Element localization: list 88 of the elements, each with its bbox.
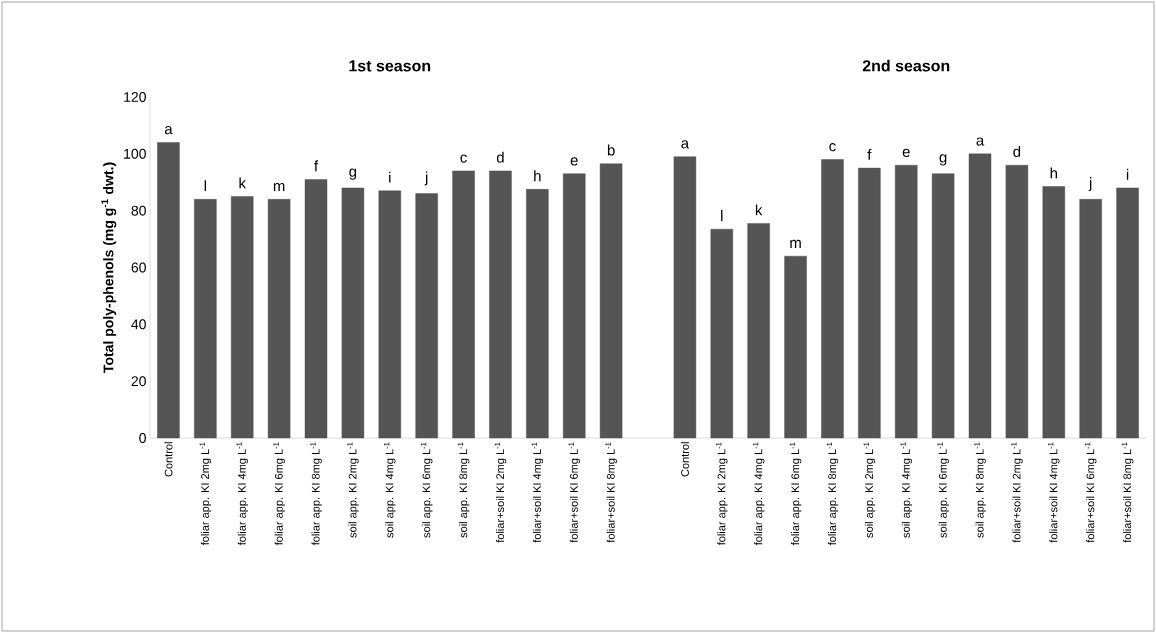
y-tick-label: 100: [124, 148, 146, 159]
y-tick-label: 0: [139, 433, 146, 443]
bar: [784, 255, 807, 439]
bar: [1042, 186, 1065, 439]
x-tick-label: foliar+soil KI 2mg L$^{-1}$: [1011, 442, 1023, 543]
data-label: f: [314, 160, 319, 172]
data-label: l: [721, 210, 723, 221]
y-tick-label: 120: [124, 92, 146, 102]
x-tick-label: soil app. KI 4mg L$^{-1}$: [384, 442, 396, 538]
x-tick-label: foliar+soil KI 8mg L$^{-1}$: [605, 442, 617, 543]
data-label: h: [534, 170, 541, 182]
text: 2nd season: [862, 59, 950, 72]
data-label: c: [460, 154, 467, 163]
bar: [194, 199, 217, 439]
bar: [231, 196, 254, 439]
x-tick-label: Control: [680, 442, 689, 477]
x-tick-label: foliar app. KI 6mg L$^{-1}$: [273, 442, 285, 546]
data-label: d: [496, 151, 504, 163]
data-label: a: [164, 126, 173, 135]
bar: [563, 173, 586, 439]
bar: [341, 187, 365, 439]
data-label: k: [239, 177, 246, 189]
bar: [378, 190, 401, 439]
x-tick-label: soil app. KI 2mg L$^{-1}$: [347, 442, 359, 538]
bar: [1116, 187, 1139, 439]
x-tick-label: soil app. KI 6mg L$^{-1}$: [420, 442, 433, 538]
x-tick-label: foliar+soil KI 6mg L$^{-1}$: [568, 442, 580, 543]
data-label: l: [204, 180, 206, 192]
x-tick-label: foliar+soil KI 2mg L$^{-1}$: [494, 442, 507, 543]
data-label: f: [867, 148, 872, 160]
data-label: e: [570, 157, 578, 166]
data-label: a: [681, 140, 690, 149]
bar: [157, 142, 180, 439]
x-tick-label: foliar+soil KI 4mg L$^{-1}$: [1048, 442, 1060, 543]
x-tick-label: soil app. KI 4mg L$^{-1}$: [900, 442, 912, 538]
x-tick-label: foliar app. KI 4mg L$^{-1}$: [752, 442, 765, 546]
bar: [452, 170, 475, 439]
bar: [304, 179, 328, 439]
x-tick-label: soil app. KI 8mg L$^{-1}$: [457, 442, 470, 538]
x-tick-label: foliar app. KI 4mg L$^{-1}$: [236, 442, 248, 546]
data-label: c: [829, 143, 836, 152]
x-tick-label: foliar app. KI 2mg L$^{-1}$: [199, 442, 212, 546]
data-label: g: [939, 154, 947, 166]
data-label: k: [755, 204, 763, 216]
x-tick-label: foliar app. KI 6mg L$^{-1}$: [789, 442, 802, 546]
bar: [489, 170, 512, 439]
x-tick-label: soil app. KI 2mg L$^{-1}$: [863, 442, 876, 538]
x-tick-label: foliar+soil KI 4mg L$^{-1}$: [531, 442, 544, 543]
bar: [968, 153, 992, 439]
data-label: i: [1126, 168, 1129, 180]
bar: [526, 189, 549, 439]
data-label: b: [607, 144, 615, 156]
data-label: m: [273, 183, 285, 192]
data-label: i: [389, 171, 391, 183]
x-tick-label: foliar app. KI 8mg L$^{-1}$: [310, 442, 322, 546]
bar: [821, 159, 844, 439]
data-label: h: [1050, 167, 1057, 179]
data-label: m: [790, 239, 801, 248]
x-tick-label: soil app. KI 6mg L$^{-1}$: [937, 442, 949, 538]
x-tick-label: foliar+soil KI 8mg L$^{-1}$: [1121, 442, 1134, 543]
x-tick-label: foliar app. KI 2mg L$^{-1}$: [716, 442, 728, 546]
y-tick-label: 80: [131, 205, 146, 216]
x-tick-label: Control: [164, 442, 173, 477]
x-tick-label: foliar+soil KI 6mg L$^{-1}$: [1084, 442, 1097, 543]
bar: [710, 228, 733, 439]
bar: [267, 199, 291, 439]
data-label: a: [976, 137, 985, 146]
bar: [673, 156, 697, 439]
bar: [1005, 165, 1029, 439]
data-label: e: [902, 148, 910, 157]
x-tick-label: foliar app. KI 8mg L$^{-1}$: [826, 442, 839, 546]
x-tick-label: soil app. KI 8mg L$^{-1}$: [974, 442, 986, 538]
data-label: g: [349, 168, 357, 180]
bar: [895, 165, 918, 439]
bar: [858, 167, 881, 439]
bar: [747, 223, 770, 439]
bar: [599, 163, 623, 439]
y-tick-label: 20: [131, 376, 146, 387]
y-tick-label: 40: [131, 319, 146, 330]
bar: [415, 193, 438, 439]
data-label: j: [1088, 177, 1092, 192]
bar: [1079, 199, 1102, 439]
y-axis-title: Total poly-phenols (mg g$^{-1}$ dwt.): [101, 162, 117, 373]
data-label: j: [424, 171, 428, 186]
y-tick-label: 60: [131, 262, 146, 273]
data-label: d: [1013, 145, 1021, 157]
text: 1st season: [349, 60, 431, 72]
bar: [931, 173, 955, 439]
